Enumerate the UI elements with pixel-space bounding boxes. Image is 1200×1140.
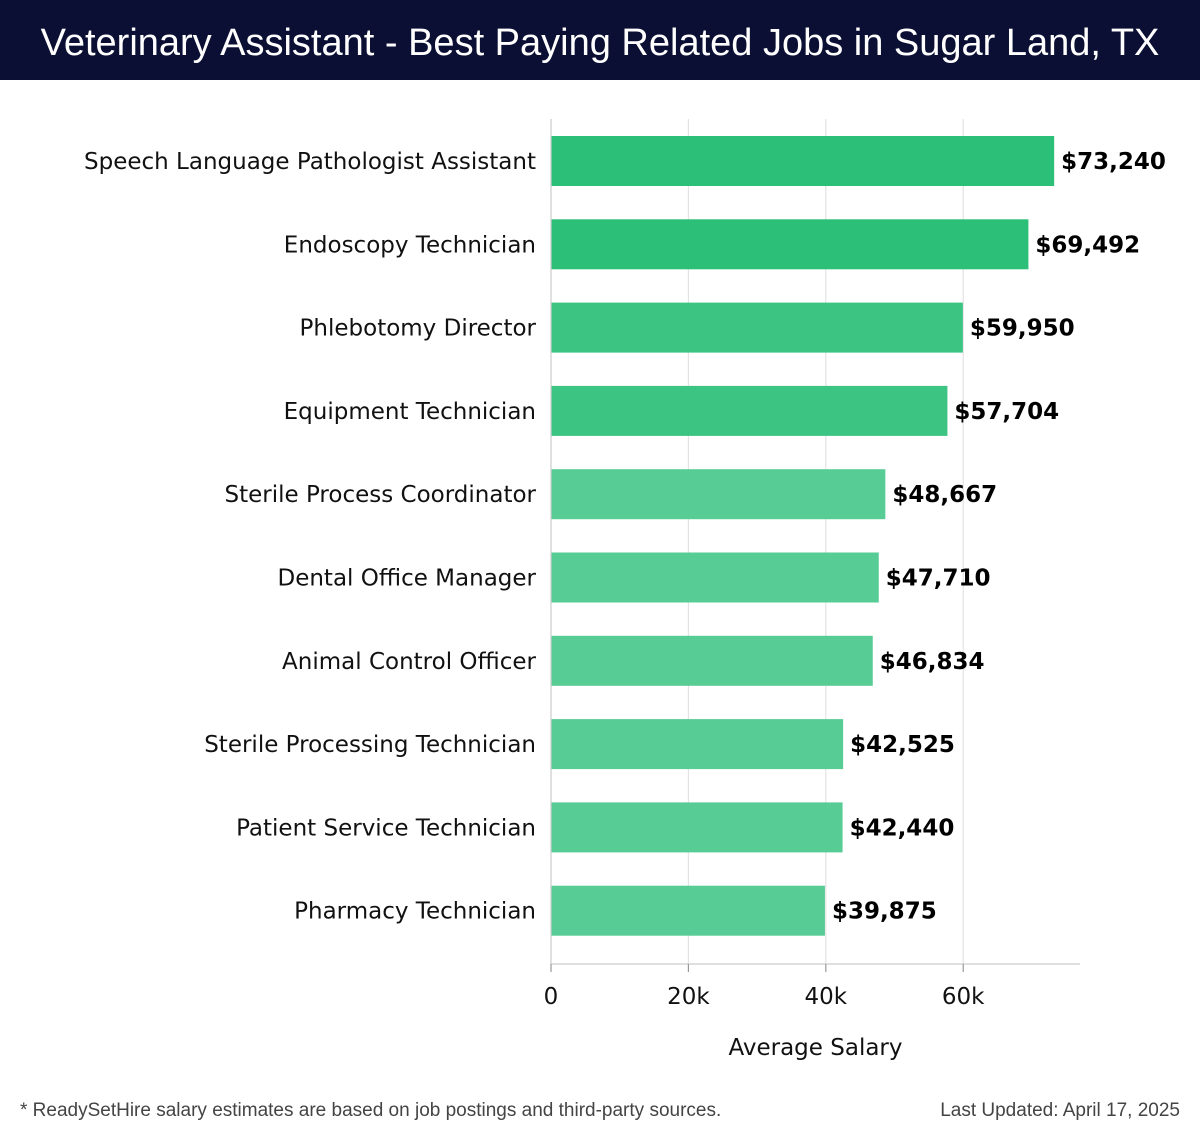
page-title: Veterinary Assistant - Best Paying Relat…	[40, 22, 1160, 64]
category-label: Sterile Processing Technician	[204, 732, 536, 758]
category-label: Sterile Process Coordinator	[225, 482, 537, 508]
value-label: $42,440	[850, 815, 955, 841]
category-label: Animal Control Officer	[282, 649, 536, 675]
category-label: Pharmacy Technician	[294, 899, 536, 925]
bar	[551, 385, 948, 436]
bar	[551, 219, 1029, 270]
category-label: Equipment Technician	[284, 399, 536, 425]
value-label: $59,950	[970, 316, 1075, 342]
bar	[551, 719, 844, 770]
bar	[551, 885, 825, 936]
category-label: Endoscopy Technician	[284, 232, 536, 258]
category-label: Patient Service Technician	[236, 815, 536, 841]
header-bar: Veterinary Assistant - Best Paying Relat…	[0, 0, 1200, 80]
bar	[551, 469, 886, 520]
value-label: $39,875	[832, 899, 937, 925]
category-label: Speech Language Pathologist Assistant	[84, 149, 536, 175]
value-label: $57,704	[954, 399, 1059, 425]
value-label: $42,525	[850, 732, 955, 758]
bar	[551, 552, 879, 603]
value-label: $73,240	[1061, 149, 1166, 175]
x-tick-label: 40k	[805, 984, 848, 1010]
value-label: $46,834	[880, 649, 985, 675]
bar	[551, 136, 1055, 186]
x-axis-title: Average Salary	[728, 1035, 902, 1061]
bar	[551, 302, 963, 353]
x-tick-label: 0	[544, 984, 559, 1010]
bar	[551, 802, 843, 853]
value-label: $69,492	[1035, 232, 1140, 258]
category-label: Phlebotomy Director	[300, 316, 537, 342]
footnote: * ReadySetHire salary estimates are base…	[20, 1100, 722, 1121]
category-label: Dental Office Manager	[277, 566, 536, 592]
value-label: $47,710	[886, 566, 991, 592]
bar	[551, 635, 873, 686]
last-updated: Last Updated: April 17, 2025	[940, 1100, 1180, 1121]
x-tick-label: 20k	[667, 984, 710, 1010]
x-tick-label: 60k	[942, 984, 985, 1010]
value-label: $48,667	[892, 482, 997, 508]
